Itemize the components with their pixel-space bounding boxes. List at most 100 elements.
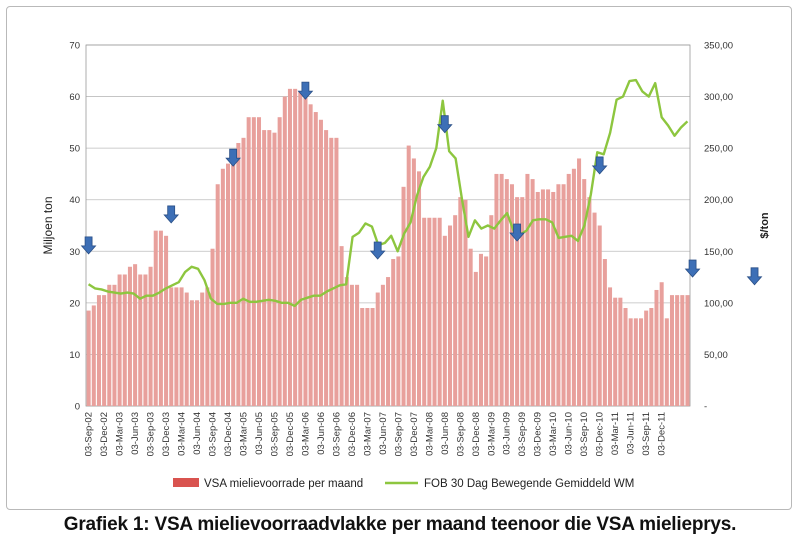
bar [148,266,153,406]
bar [566,173,571,406]
bar [122,274,127,406]
bar [546,189,551,406]
bar [226,163,231,406]
bar [272,132,277,407]
y-tick-label: 10 [69,350,80,361]
bar [174,287,179,406]
bar [644,310,649,406]
marker-arrow [297,81,314,100]
bar [494,173,499,406]
x-tick-label: 03-Sep-05 [269,412,280,456]
bar [360,308,365,406]
x-tick-label: 03-Dec-02 [99,412,110,456]
bar [313,112,318,406]
y2-tick-label: 350,00 [704,41,733,52]
marker-arrow [684,259,701,278]
bar [597,225,602,406]
bar [556,184,561,406]
bar [427,217,432,406]
bar [489,215,494,406]
bar [391,259,396,406]
bar [618,297,623,406]
bar [628,318,633,406]
bar [592,212,597,406]
bar [417,171,422,406]
chart-caption: Grafiek 1: VSA mielievoorraadvlakke per … [63,514,737,535]
bar [210,248,215,406]
bar [577,158,582,406]
bar [458,197,463,406]
y-tick-label: 50 [69,144,80,155]
y-axis-label: Miljoen ton [41,196,55,254]
bar [525,173,530,406]
bar [540,189,545,406]
bar [447,225,453,406]
y2-tick-label: 250,00 [704,144,733,155]
bar [102,295,107,406]
y2-axis-label: $/ton [759,212,771,239]
marker-arrow [369,241,386,260]
bar [442,235,447,406]
bar [623,308,628,406]
bar [669,295,674,406]
bar [375,292,380,406]
bar [602,259,607,406]
y2-tick-label: 100,00 [704,298,733,309]
bar [582,179,587,406]
bar [530,179,535,406]
marker-arrow [163,205,180,224]
bar [241,137,246,406]
bar [246,117,251,406]
bar [308,104,313,406]
bar [133,264,138,406]
y-tick-label: 30 [69,247,80,258]
bar [561,184,566,406]
y-tick-label: 70 [69,41,80,52]
marker-arrow [436,115,453,134]
bar [318,119,323,406]
x-tick-label: 03-Dec-10 [595,412,606,456]
bar [179,287,184,406]
bar [664,318,669,406]
bar [468,248,473,406]
bar [484,256,489,406]
bar [329,137,334,406]
x-tick-label: 03-Sep-04 [207,412,218,456]
bar [267,130,272,406]
bar [287,88,292,406]
bar [231,150,236,406]
bar [282,96,287,406]
bar [215,184,220,406]
bar [220,168,225,406]
y2-tick-label: 300,00 [704,92,733,103]
bar [117,274,122,406]
legend-label-bars: VSA mielievoorrade per maand [204,478,363,490]
bar [164,235,169,406]
x-tick-label: 03-Jun-05 [254,412,265,455]
bar [396,256,401,406]
marker-arrow [80,236,97,255]
bar [293,88,298,406]
marker-arrow [591,156,608,175]
bar [205,287,210,406]
bar [349,284,354,406]
x-tick-label: 03-Mar-08 [424,412,435,456]
x-tick-label: 03-Jun-04 [192,412,203,455]
bar [107,284,112,406]
bar [422,217,427,406]
x-tick-label: 03-Dec-07 [409,412,420,456]
bar [143,274,148,406]
bar [112,284,117,406]
bar [515,197,520,406]
series-line-fob [87,78,689,308]
bar [127,266,132,406]
x-tick-label: 03-Dec-04 [223,412,234,456]
bar [195,300,200,406]
bar [633,318,638,406]
bar [613,297,618,406]
bar [571,168,576,406]
bar [339,246,344,406]
x-tick-label: 03-Dec-03 [161,412,172,456]
x-tick-label: 03-Sep-11 [641,412,652,456]
x-tick-label: 03-Mar-05 [238,412,249,456]
